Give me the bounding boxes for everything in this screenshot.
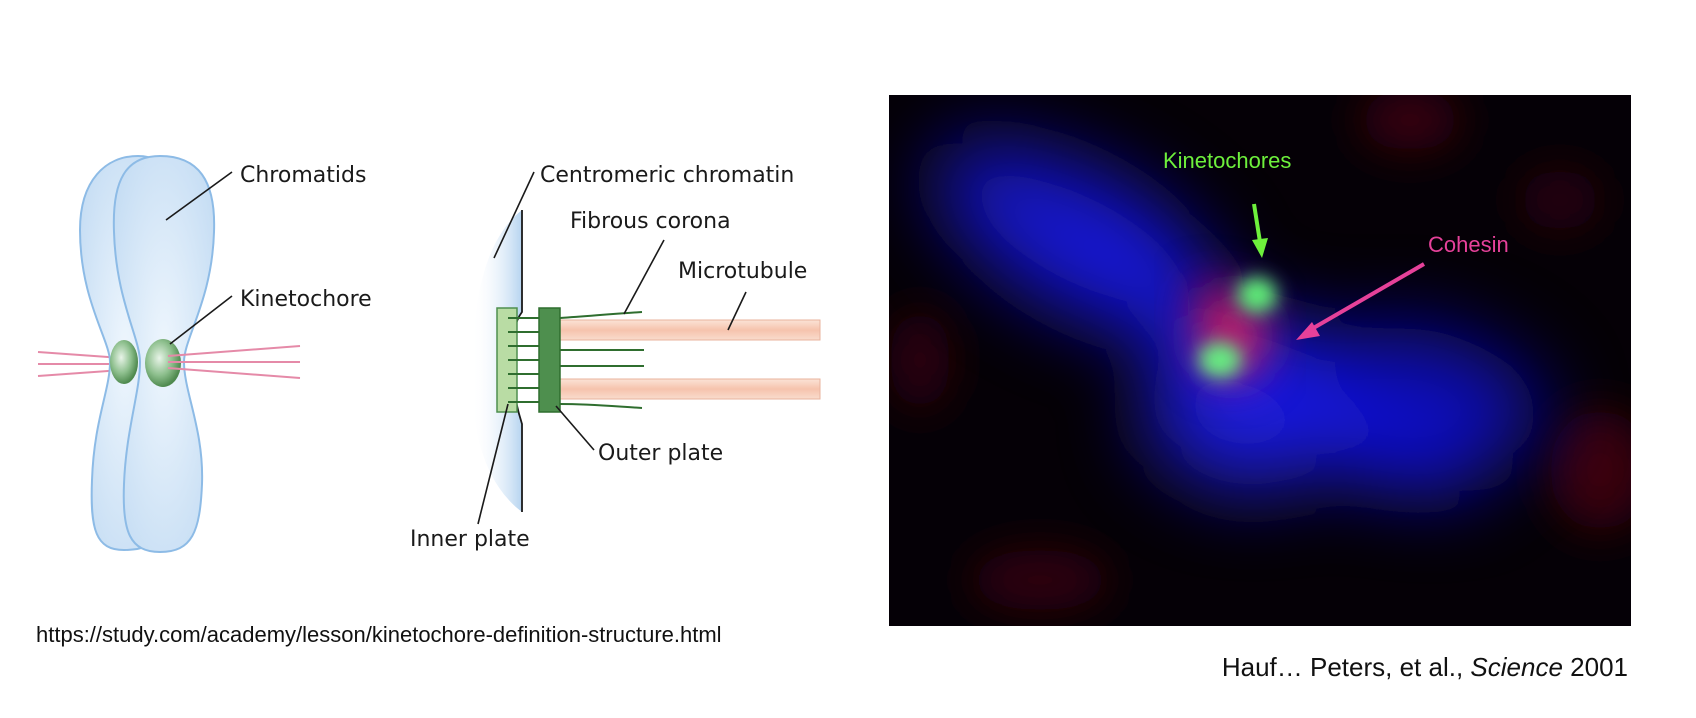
- centromeric-chromatin-leader: [493, 171, 535, 259]
- kinetochore-structure-diagram: Centromeric chromatin Fibrous corona Mic…: [410, 163, 821, 552]
- fibrous-corona: [559, 311, 644, 409]
- fibrous-corona-label: Fibrous corona: [570, 209, 731, 234]
- kinetochore-back: [110, 340, 138, 384]
- fibrous-corona-leader: [623, 239, 665, 315]
- kinetochores-arrow: [1252, 203, 1268, 258]
- cohesin-label: Cohesin: [1428, 232, 1509, 257]
- microtubule-top: [551, 319, 821, 341]
- outer-plate: [538, 307, 561, 413]
- citation-year: 2001: [1570, 652, 1628, 682]
- kinetochores-label: Kinetochores: [1163, 148, 1291, 173]
- cohesin-arrow: [1296, 262, 1426, 340]
- plate-fibers: [508, 317, 540, 403]
- kinetochore-spots: [1198, 277, 1277, 378]
- chromatids-label: Chromatids: [240, 163, 366, 188]
- microtubule-label: Microtubule: [678, 259, 807, 284]
- microtubules-right: [167, 345, 301, 379]
- microtubules-left: [37, 351, 123, 377]
- microtubule-bottom: [551, 378, 821, 400]
- outer-plate-label: Outer plate: [598, 441, 723, 466]
- outer-plate-leader: [555, 405, 595, 451]
- source-url: https://study.com/academy/lesson/kinetoc…: [36, 622, 722, 647]
- kinetochore-front: [145, 339, 181, 387]
- centromeric-chromatin-label: Centromeric chromatin: [540, 163, 794, 188]
- microtubule-leader: [727, 291, 747, 331]
- fluorescence-micrograph: Kinetochores Cohesin: [889, 95, 1631, 626]
- kinetochore-leader: [169, 295, 233, 345]
- kinetochore-label: Kinetochore: [240, 287, 372, 312]
- citation-authors: Hauf… Peters, et al.,: [1221, 652, 1464, 682]
- background-noise: [890, 95, 1631, 610]
- citation-journal: Science: [1470, 652, 1563, 682]
- inner-plate-leader: [477, 403, 509, 525]
- citation: Hauf… Peters, et al., Science 2001: [1222, 652, 1628, 683]
- inner-plate-label: Inner plate: [410, 527, 530, 552]
- chromatids-leader: [165, 171, 233, 221]
- chromosome-illustration: Chromatids Kinetochore: [37, 154, 372, 554]
